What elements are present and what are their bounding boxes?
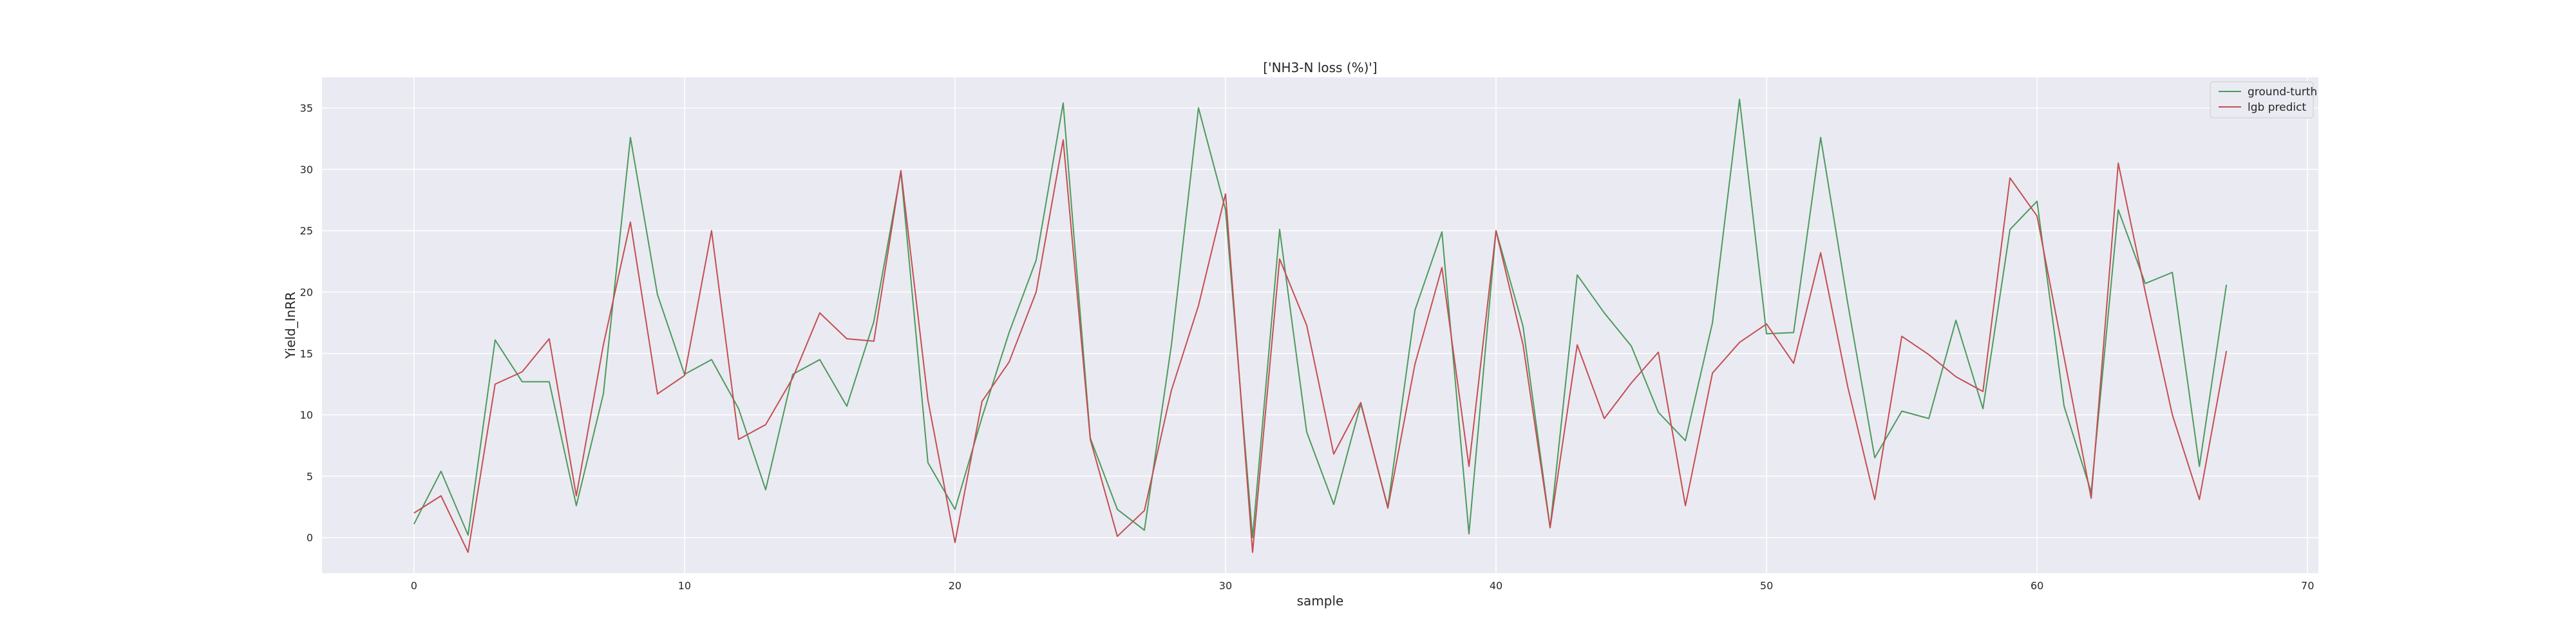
series-line-ground-turth — [413, 99, 2228, 538]
y-tick-labels: 0 5 10 15 20 25 30 35 — [300, 102, 313, 544]
x-tick-label: 20 — [949, 580, 961, 592]
y-tick-label: 25 — [300, 225, 313, 237]
y-tick-label: 30 — [300, 164, 313, 176]
x-tick-label: 30 — [1219, 580, 1232, 592]
y-axis-label: Yield_InRR — [283, 292, 298, 359]
series-line-lgb-predict — [413, 139, 2228, 553]
legend: ground-turth lgb predict — [2210, 81, 2317, 118]
x-tick-label: 40 — [1490, 580, 1502, 592]
y-tick-label: 35 — [300, 102, 313, 115]
x-tick-label: 0 — [411, 580, 417, 592]
legend-label-lgb-predict: lgb predict — [2248, 101, 2306, 114]
y-tick-label: 0 — [307, 532, 313, 544]
x-tick-label: 10 — [678, 580, 691, 592]
y-tick-label: 5 — [307, 470, 313, 482]
plot-area — [322, 77, 2318, 573]
y-tick-label: 20 — [300, 287, 313, 299]
x-tick-label: 50 — [1760, 580, 1773, 592]
chart-title: ['NH3-N loss (%)'] — [1263, 60, 1377, 75]
legend-label-ground-turth: ground-turth — [2248, 86, 2317, 99]
y-tick-label: 15 — [300, 348, 313, 360]
y-tick-label: 10 — [300, 409, 313, 421]
series-lines — [413, 99, 2228, 553]
grid-lines — [322, 77, 2318, 573]
x-tick-label: 70 — [2301, 580, 2314, 592]
x-axis-label: sample — [1297, 593, 1344, 609]
x-tick-label: 60 — [2031, 580, 2043, 592]
x-tick-labels: 0 10 20 30 40 50 60 70 — [411, 580, 2315, 592]
